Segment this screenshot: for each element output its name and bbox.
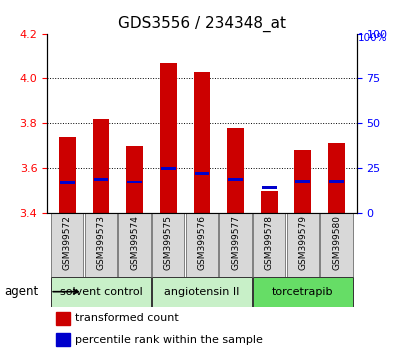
Bar: [327, 143, 344, 213]
FancyBboxPatch shape: [85, 213, 117, 277]
Text: agent: agent: [4, 285, 38, 298]
Bar: [92, 119, 109, 213]
Text: GSM399579: GSM399579: [298, 215, 307, 270]
Bar: [126, 146, 143, 213]
FancyBboxPatch shape: [51, 213, 83, 277]
Bar: [194, 172, 209, 175]
Text: GSM399577: GSM399577: [231, 215, 240, 270]
Bar: [93, 178, 108, 181]
FancyBboxPatch shape: [319, 213, 352, 277]
Text: GSM399578: GSM399578: [264, 215, 273, 270]
Text: GSM399573: GSM399573: [96, 215, 105, 270]
Text: GSM399575: GSM399575: [163, 215, 172, 270]
Text: transformed count: transformed count: [75, 313, 178, 324]
FancyBboxPatch shape: [219, 213, 251, 277]
Bar: [261, 186, 276, 189]
FancyBboxPatch shape: [51, 277, 151, 307]
FancyBboxPatch shape: [252, 213, 285, 277]
Bar: [227, 128, 243, 213]
FancyBboxPatch shape: [286, 213, 318, 277]
Text: GSM399580: GSM399580: [331, 215, 340, 270]
Text: 100%: 100%: [357, 33, 387, 42]
Bar: [60, 181, 74, 184]
FancyBboxPatch shape: [185, 213, 218, 277]
Bar: [160, 63, 176, 213]
Bar: [328, 180, 343, 183]
Bar: [295, 180, 310, 183]
Bar: [127, 181, 142, 183]
Bar: [56, 312, 70, 325]
Text: solvent control: solvent control: [59, 287, 142, 297]
Bar: [228, 178, 243, 181]
Text: GSM399576: GSM399576: [197, 215, 206, 270]
Bar: [294, 150, 310, 213]
Bar: [260, 190, 277, 213]
FancyBboxPatch shape: [252, 277, 352, 307]
Text: angiotensin II: angiotensin II: [164, 287, 239, 297]
FancyBboxPatch shape: [152, 213, 184, 277]
Bar: [193, 72, 210, 213]
Text: GSM399572: GSM399572: [63, 215, 72, 270]
Text: torcetrapib: torcetrapib: [272, 287, 333, 297]
Bar: [160, 167, 175, 170]
Bar: [56, 333, 70, 346]
FancyBboxPatch shape: [152, 277, 251, 307]
Text: GSM399574: GSM399574: [130, 215, 139, 270]
Bar: [59, 137, 76, 213]
Text: percentile rank within the sample: percentile rank within the sample: [75, 335, 262, 344]
FancyBboxPatch shape: [118, 213, 151, 277]
Title: GDS3556 / 234348_at: GDS3556 / 234348_at: [118, 16, 285, 32]
